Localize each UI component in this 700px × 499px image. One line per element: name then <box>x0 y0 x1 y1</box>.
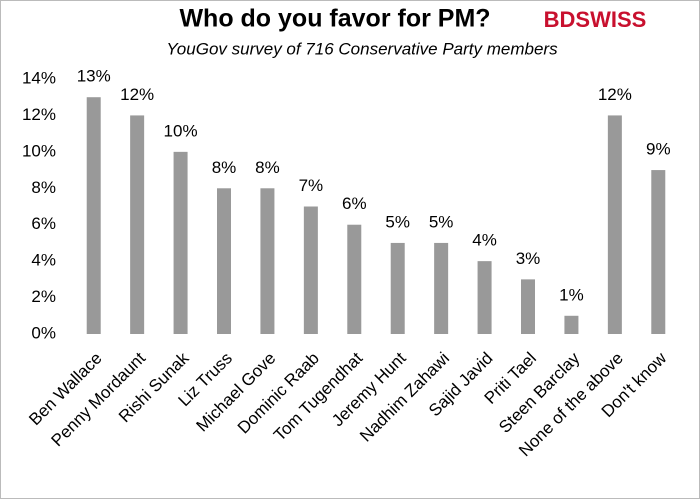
y-tick-label: 4% <box>31 251 56 270</box>
logo: BDSWISS <box>544 7 647 32</box>
value-label: 5% <box>429 212 454 231</box>
bar <box>173 151 188 334</box>
y-tick-label: 12% <box>22 105 56 124</box>
bar <box>434 242 449 334</box>
bar <box>86 97 101 334</box>
bar <box>390 242 405 334</box>
bar <box>564 315 579 334</box>
bar <box>651 170 666 334</box>
y-tick-label: 14% <box>22 68 56 87</box>
bar <box>477 261 492 334</box>
y-tick-label: 0% <box>31 323 56 342</box>
value-label: 12% <box>598 85 632 104</box>
value-label: 8% <box>212 158 237 177</box>
bar <box>607 115 622 334</box>
value-label: 3% <box>516 249 541 268</box>
bar <box>347 224 362 334</box>
bar <box>303 206 318 334</box>
value-label: 4% <box>472 231 497 250</box>
value-label: 8% <box>255 158 280 177</box>
bar <box>217 188 231 334</box>
value-label: 13% <box>77 67 111 86</box>
bar <box>130 115 145 334</box>
value-label: 12% <box>120 85 154 104</box>
bar <box>521 279 535 334</box>
y-tick-label: 6% <box>31 214 56 233</box>
value-label: 9% <box>646 140 671 159</box>
chart-title: Who do you favor for PM? <box>179 5 490 33</box>
value-label: 10% <box>164 121 198 140</box>
value-label: 7% <box>299 176 324 195</box>
y-tick-label: 2% <box>31 287 56 306</box>
bar <box>260 188 275 334</box>
value-label: 6% <box>342 194 367 213</box>
y-tick-label: 10% <box>22 141 56 160</box>
value-label: 1% <box>559 285 584 304</box>
value-label: 5% <box>385 212 410 231</box>
y-tick-label: 8% <box>31 178 56 197</box>
chart-subtitle: YouGov survey of 716 Conservative Party … <box>166 39 558 58</box>
